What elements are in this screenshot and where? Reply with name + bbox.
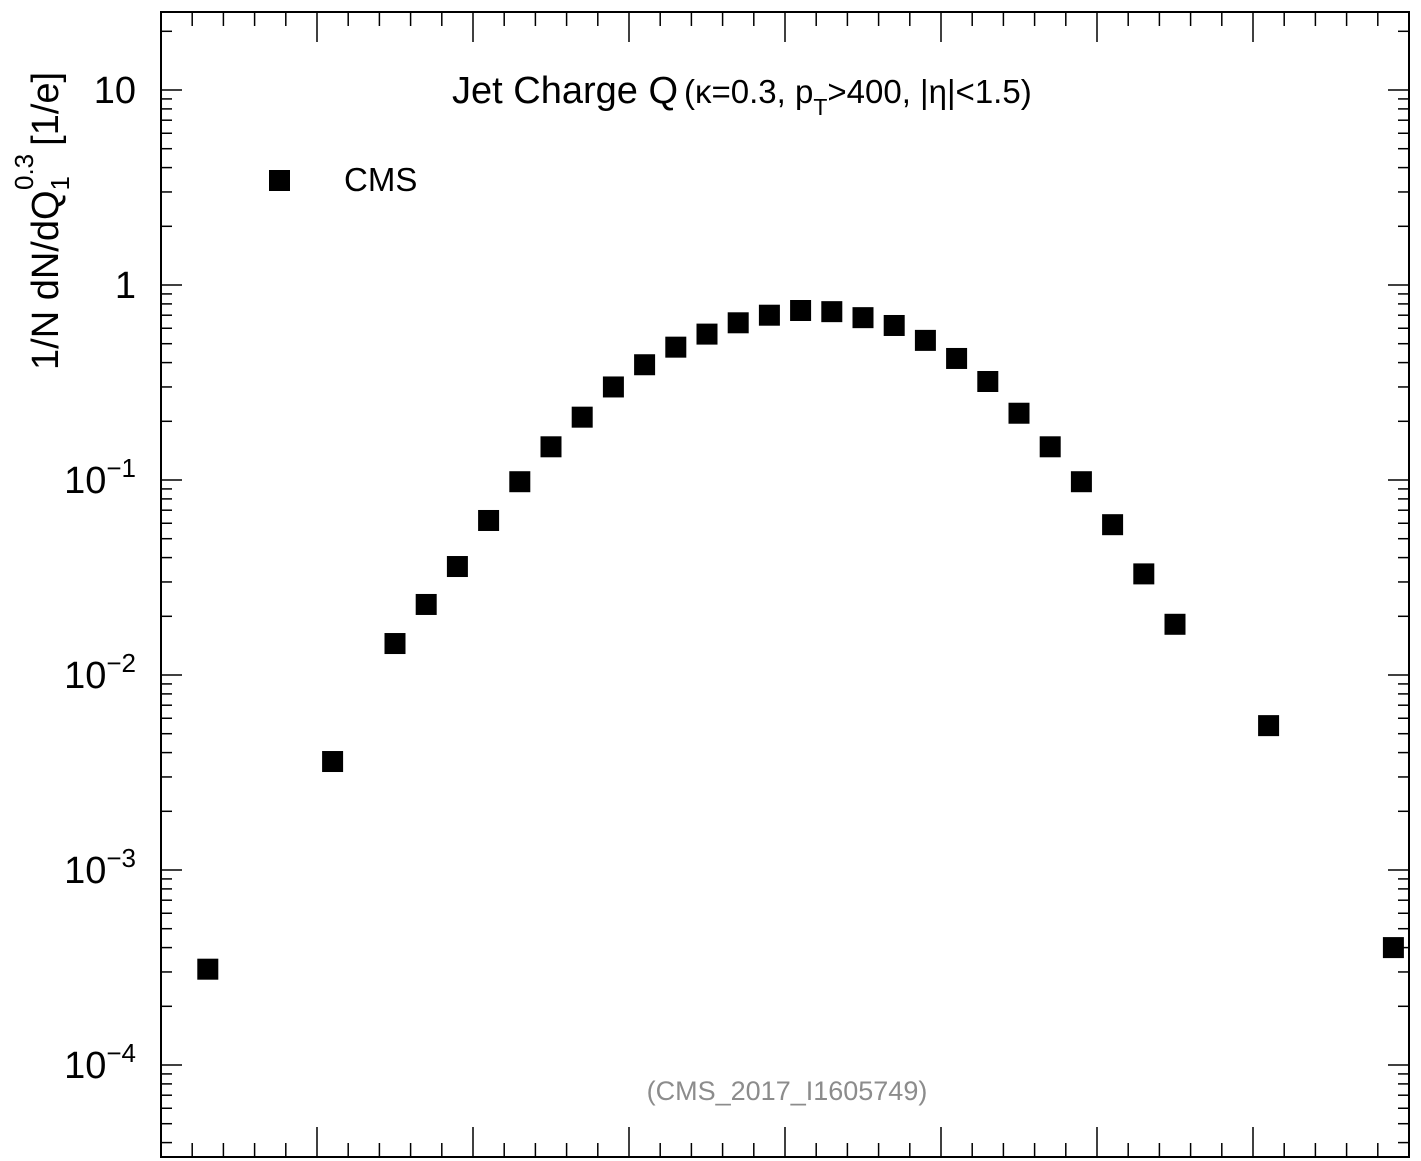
- chart-title-main: Jet Charge Q: [452, 70, 678, 112]
- data-point: [1102, 514, 1124, 536]
- y-tick-label: 10−2: [64, 648, 136, 697]
- y-axis-title-main: 1/N dN/dQ: [25, 190, 67, 370]
- chart-title-sub: T: [813, 94, 827, 120]
- data-point: [384, 633, 406, 655]
- data-point: [1133, 563, 1155, 585]
- data-point: [446, 556, 468, 578]
- data-point: [696, 323, 718, 345]
- data-points: [197, 299, 1404, 980]
- chart-title: Jet Charge Q (κ=0.3, pT>400, |η|<1.5): [452, 70, 1032, 120]
- data-point: [790, 299, 812, 321]
- data-point: [977, 370, 999, 392]
- y-axis-title: 1/N dN/dQ1 0.3 [1/e]: [9, 72, 75, 370]
- y-axis-title-sub: 1: [45, 176, 75, 190]
- data-point: [197, 958, 219, 980]
- y-tick-label: 10−1: [64, 453, 136, 502]
- legend-label-cms: CMS: [344, 161, 417, 198]
- data-point: [602, 376, 624, 398]
- svg-text:1/N dN/dQ10.3[1/e]: 1/N dN/dQ1 0.3 [1/e]: [9, 72, 75, 370]
- data-point: [1070, 471, 1092, 493]
- chart-title-params-rest: >400, |η|<1.5): [827, 73, 1031, 110]
- data-point: [1258, 715, 1280, 737]
- y-tick-label: 10−4: [64, 1038, 136, 1087]
- y-tick-label: 10: [94, 70, 136, 112]
- data-point: [1008, 402, 1030, 424]
- legend: CMS: [269, 161, 417, 198]
- chart-title-params: (κ=0.3, p: [684, 73, 813, 110]
- data-point: [946, 347, 968, 369]
- data-point: [1039, 436, 1061, 458]
- y-axis-title-sup: 0.3: [9, 154, 39, 190]
- legend-marker-cms: [269, 170, 290, 191]
- watermark: (CMS_2017_I1605749): [647, 1076, 928, 1106]
- y-tick-labels: 10 1 10−1 10−2 10−3 10−4: [64, 70, 136, 1087]
- data-point: [914, 329, 936, 351]
- data-point: [852, 307, 874, 329]
- y-tick-label: 10−3: [64, 843, 136, 892]
- data-point: [634, 354, 656, 376]
- data-point: [415, 593, 437, 615]
- data-point: [509, 471, 531, 493]
- data-point: [758, 304, 780, 326]
- data-point: [665, 336, 687, 358]
- y-axis-title-unit: [1/e]: [25, 72, 67, 146]
- y-tick-label: 1: [115, 265, 136, 307]
- data-point: [727, 312, 749, 334]
- data-point: [322, 751, 344, 773]
- data-point: [478, 509, 500, 531]
- axis-ticks: [161, 12, 1409, 1157]
- data-point: [883, 314, 905, 336]
- data-point: [1382, 937, 1404, 959]
- data-point: [1164, 613, 1186, 635]
- data-point: [571, 406, 593, 428]
- data-point: [540, 436, 562, 458]
- data-point: [821, 301, 843, 323]
